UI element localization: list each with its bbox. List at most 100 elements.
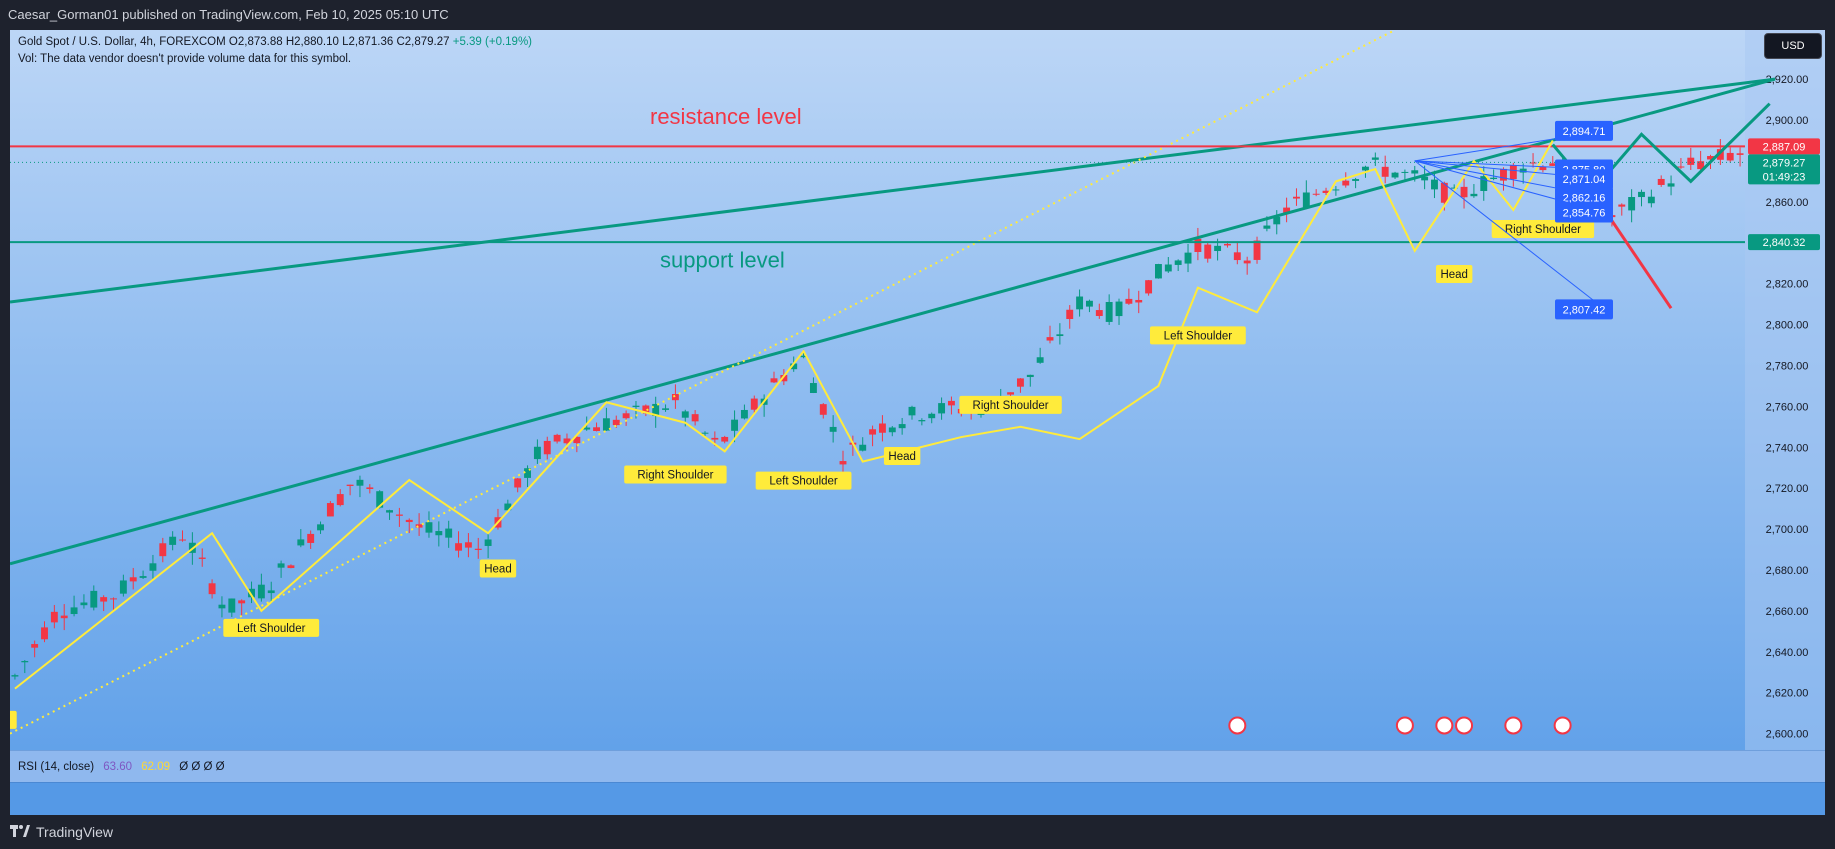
candle-body [1677, 166, 1685, 168]
candle-body [691, 414, 699, 422]
candle-body [395, 514, 403, 516]
candle-body [1401, 171, 1409, 173]
candle-body [681, 411, 689, 418]
candle-body [1135, 299, 1143, 303]
candle-body [1657, 178, 1665, 185]
candle-body [1647, 196, 1655, 204]
candle-body [110, 598, 117, 600]
candle-body [1707, 156, 1714, 160]
candle-body [1381, 166, 1389, 177]
pattern-label: Right Shoulder [959, 395, 1062, 414]
y-tick-label: 2,660.00 [1766, 606, 1809, 618]
candle-body [1362, 166, 1369, 171]
pattern-label-text: Left Shoulder [769, 476, 838, 488]
pattern-label-bg [479, 559, 517, 578]
candle-body [563, 438, 571, 444]
candle-body [721, 436, 729, 442]
y-tick-label: 2,640.00 [1766, 647, 1809, 659]
candle-body [228, 598, 236, 613]
chart-area[interactable]: 2,600.00 2,620.00 2,640.00 2,660.00 2,680.00… [10, 30, 1825, 815]
y-tick-label: 2,900.00 [1766, 115, 1809, 127]
candle-body [386, 510, 393, 513]
upper-trendline [10, 77, 1776, 304]
axis-price-text: 2,840.32 [1763, 237, 1806, 249]
pattern-label-text: Left Shoulder [237, 623, 306, 635]
rsi-extras: Ø Ø Ø Ø [179, 761, 225, 773]
y-tick-label: 2,820.00 [1766, 279, 1809, 291]
y-tick-label: 2,720.00 [1766, 483, 1809, 495]
candle-body [928, 413, 936, 419]
candle-body [642, 405, 650, 414]
candle-body [1342, 180, 1350, 186]
candle-body [918, 420, 926, 422]
candle-body [1736, 153, 1744, 155]
candles-group [11, 139, 1744, 680]
candle-body [1214, 245, 1222, 252]
candle-body [1628, 197, 1636, 211]
candle-body [376, 491, 384, 508]
candle-body [484, 539, 492, 546]
axis-price-countdown: 01:49:23 [1763, 171, 1806, 183]
projection-price-bg [1555, 120, 1613, 141]
candle-body [405, 519, 413, 523]
candle-body [1470, 193, 1478, 197]
pattern-label-bg [1149, 326, 1246, 345]
pattern-label-bg [755, 471, 852, 490]
pattern-label: Head [1435, 265, 1473, 283]
candle-body [307, 533, 315, 543]
y-tick-label: 2,680.00 [1766, 565, 1809, 577]
candle-body [198, 557, 206, 559]
change-value: +5.39 (+0.19%) [452, 36, 533, 48]
projection-price-text: 2,871.04 [1563, 174, 1606, 186]
candle-body [1529, 162, 1537, 164]
candle-body [1421, 176, 1429, 181]
candle-body [602, 418, 610, 431]
axis-price-label: 2,887.09 [1748, 138, 1820, 155]
rsi-label: RSI (14, close) [18, 761, 95, 773]
candle-body [149, 563, 157, 571]
candle-body [1224, 243, 1231, 246]
candle-body [119, 580, 127, 594]
pattern-label: Right Shoulder [1491, 220, 1595, 238]
rsi-panel[interactable]: RSI (14, close) 63.60 62.09 Ø Ø Ø Ø [10, 750, 1825, 782]
projection-price-label: 2,894.71 [1555, 120, 1613, 141]
y-tick-label: 2,800.00 [1766, 320, 1809, 332]
ohlc-values: O2,873.88 H2,880.10 L2,871.36 C2,879.27 [228, 36, 450, 48]
candle-body [869, 429, 877, 435]
candle-body [1460, 186, 1468, 198]
candle-body [287, 565, 295, 569]
candle-body [1371, 157, 1379, 160]
candle-body [179, 539, 186, 541]
candle-body [248, 588, 255, 598]
candle-body [622, 413, 630, 419]
candle-body [750, 398, 758, 410]
candle-body [514, 478, 522, 488]
candle-body [159, 543, 167, 557]
candle-body [839, 461, 847, 465]
candle-body [277, 563, 285, 568]
candle-body [317, 524, 324, 531]
rsi-value-2: 62.09 [141, 761, 171, 773]
candle-body [1105, 301, 1113, 322]
price-chart[interactable]: 2,600.00 2,620.00 2,640.00 2,660.00 2,680.00… [10, 30, 1825, 815]
y-tick-label: 2,920.00 [1766, 74, 1809, 86]
candle-body [553, 434, 561, 442]
candle-body [780, 375, 788, 382]
candle-body [1293, 196, 1300, 199]
candle-body [1204, 244, 1212, 259]
candle-body [593, 427, 600, 432]
candle-body [671, 394, 679, 401]
candle-body [267, 590, 275, 594]
candle-body [1440, 182, 1448, 203]
candle-body [908, 406, 916, 416]
pattern-label-text: Head [888, 451, 916, 463]
pattern-label-text: Head [1440, 269, 1468, 281]
candle-body [445, 528, 453, 538]
time-axis[interactable] [10, 782, 1825, 815]
candle-body [474, 548, 482, 550]
currency-button[interactable]: USD [1764, 33, 1822, 59]
candle-body [1164, 264, 1172, 272]
candle-body [1273, 216, 1281, 225]
candle-body [70, 607, 78, 615]
candle-body [100, 597, 108, 602]
